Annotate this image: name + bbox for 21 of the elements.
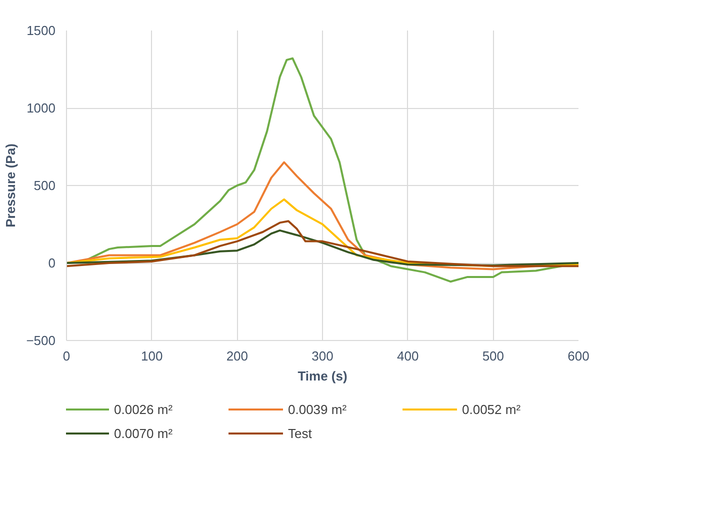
x-tick-label: 100: [140, 348, 163, 364]
x-tick-label: 400: [396, 348, 419, 364]
legend-label: 0.0039 m²: [288, 402, 348, 416]
legend-label: 0.0052 m²: [462, 402, 522, 416]
x-axis-title: Time (s): [298, 368, 348, 384]
legend-label: 0.0070 m²: [114, 426, 174, 440]
y-tick-label: 0: [48, 256, 56, 270]
line-series: [66, 220, 578, 268]
legend-label: Test: [288, 426, 313, 440]
x-tick-label: 500: [482, 348, 504, 364]
y-tick-label: 500: [34, 178, 56, 193]
x-tick-label: 300: [312, 348, 334, 364]
y-tick-label: −500: [26, 333, 56, 348]
x-tick-label: 200: [226, 348, 248, 364]
y-tick-label: 1500: [26, 23, 56, 38]
x-tick-label: 600: [568, 348, 590, 364]
line-series: [66, 229, 578, 266]
y-tick-label: 1000: [26, 100, 56, 116]
y-axis-title: Pressure (Pa): [3, 144, 18, 228]
legend-label: 0.0026 m²: [114, 402, 174, 416]
x-tick-label: 0: [62, 348, 70, 364]
